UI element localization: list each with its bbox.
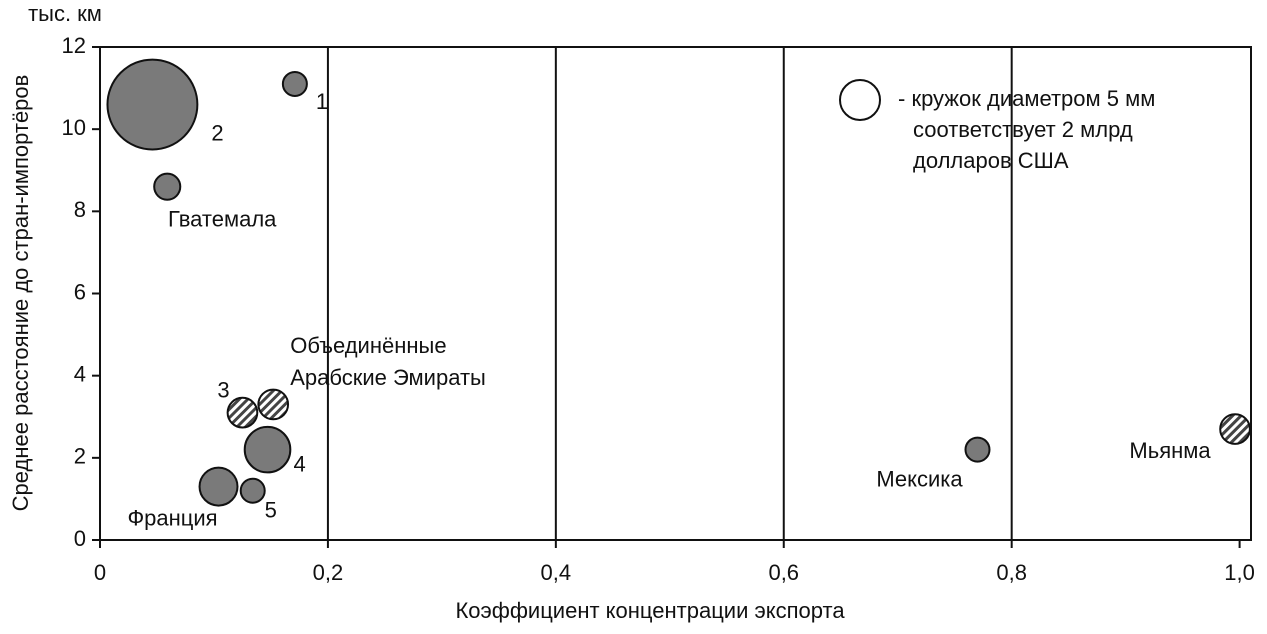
x-tick-label: 0,2 (313, 560, 344, 585)
point-label: Гватемала (168, 206, 277, 231)
bubble (964, 436, 991, 463)
point-label: 3 (217, 377, 229, 402)
bubble (281, 70, 308, 97)
y-tick-label: 8 (74, 197, 86, 222)
bubble (106, 58, 199, 151)
point-label: Арабские Эмираты (290, 365, 486, 390)
bubble (239, 477, 266, 504)
y-tick-label: 2 (74, 444, 86, 469)
size-legend-text: соответствует 2 млрд (913, 117, 1133, 142)
y-tick-label: 6 (74, 279, 86, 304)
y-axis-title: Среднее расстояние до стран-импортёров (8, 75, 33, 512)
unit-label: тыс. км (28, 1, 102, 26)
y-tick-label: 12 (62, 33, 86, 58)
point-label: Мьянма (1129, 438, 1211, 463)
point-label: 5 (265, 498, 277, 523)
y-tick-label: 0 (74, 526, 86, 551)
bubble (257, 388, 290, 421)
point-label: 4 (294, 451, 306, 476)
point-label: Мексика (876, 466, 963, 491)
x-tick-label: 0,8 (996, 560, 1027, 585)
y-tick-label: 4 (74, 361, 86, 386)
bubble (1219, 413, 1251, 445)
y-tick-label: 10 (62, 115, 86, 140)
bubble (226, 396, 259, 429)
size-legend-circle (839, 79, 881, 121)
x-axis-title: Коэффициент концентрации экспорта (455, 598, 845, 623)
bubble (198, 466, 239, 507)
point-label: 1 (316, 89, 328, 114)
plot-frame (99, 46, 1252, 541)
size-legend-text: - кружок диаметром 5 мм (898, 86, 1155, 111)
point-label: Франция (127, 505, 217, 530)
point-label: Объединённые (290, 333, 446, 358)
bubble (243, 425, 292, 474)
point-label: 2 (211, 120, 223, 145)
size-legend-text: долларов США (913, 148, 1069, 173)
x-tick-label: 0,6 (768, 560, 799, 585)
x-tick-label: 0,4 (541, 560, 572, 585)
x-tick-label: 1,0 (1224, 560, 1255, 585)
x-tick-label: 0 (94, 560, 106, 585)
bubble (153, 172, 182, 201)
